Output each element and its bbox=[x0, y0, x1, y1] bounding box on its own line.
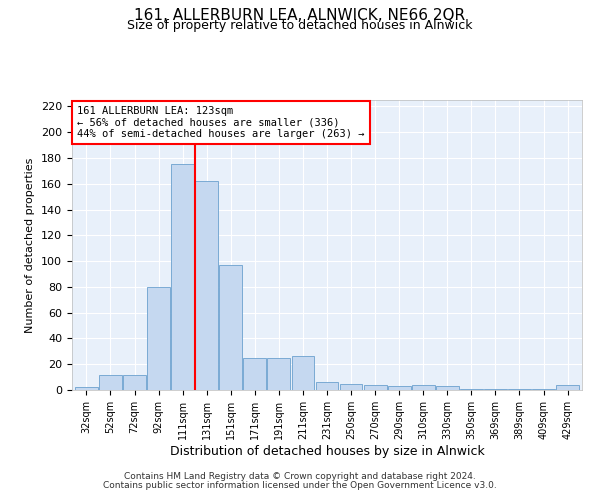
Bar bbox=[171, 164, 194, 390]
Bar bbox=[316, 382, 338, 390]
Bar bbox=[195, 181, 218, 390]
Bar bbox=[556, 385, 579, 390]
Bar bbox=[268, 358, 290, 390]
Y-axis label: Number of detached properties: Number of detached properties bbox=[25, 158, 35, 332]
Bar bbox=[220, 265, 242, 390]
Text: 161 ALLERBURN LEA: 123sqm
← 56% of detached houses are smaller (336)
44% of semi: 161 ALLERBURN LEA: 123sqm ← 56% of detac… bbox=[77, 106, 365, 139]
Bar bbox=[123, 374, 146, 390]
Text: Size of property relative to detached houses in Alnwick: Size of property relative to detached ho… bbox=[127, 19, 473, 32]
X-axis label: Distribution of detached houses by size in Alnwick: Distribution of detached houses by size … bbox=[170, 444, 484, 458]
Bar bbox=[75, 388, 98, 390]
Bar bbox=[508, 388, 531, 390]
Bar bbox=[244, 358, 266, 390]
Bar bbox=[292, 356, 314, 390]
Bar bbox=[388, 386, 410, 390]
Bar bbox=[436, 386, 459, 390]
Bar bbox=[460, 388, 483, 390]
Bar bbox=[364, 385, 386, 390]
Bar bbox=[532, 388, 555, 390]
Text: 161, ALLERBURN LEA, ALNWICK, NE66 2QR: 161, ALLERBURN LEA, ALNWICK, NE66 2QR bbox=[134, 8, 466, 22]
Text: Contains HM Land Registry data © Crown copyright and database right 2024.: Contains HM Land Registry data © Crown c… bbox=[124, 472, 476, 481]
Bar bbox=[412, 385, 434, 390]
Text: Contains public sector information licensed under the Open Government Licence v3: Contains public sector information licen… bbox=[103, 481, 497, 490]
Bar bbox=[147, 287, 170, 390]
Bar bbox=[99, 374, 122, 390]
Bar bbox=[340, 384, 362, 390]
Bar bbox=[484, 388, 507, 390]
